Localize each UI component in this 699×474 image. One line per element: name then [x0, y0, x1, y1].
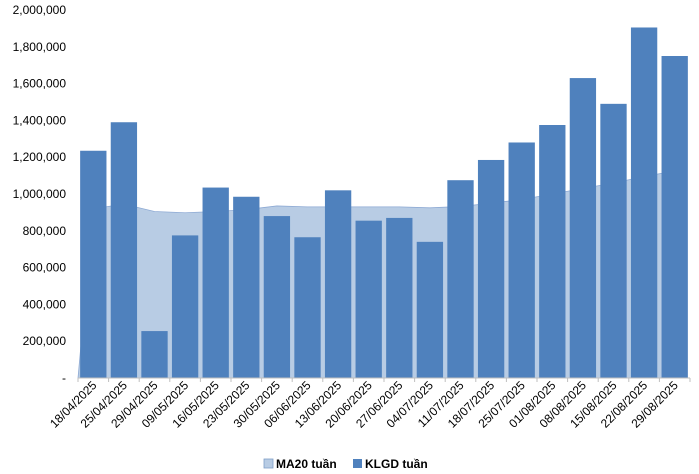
bar-25/07/2025	[508, 142, 535, 378]
y-tick-label: 1,800,000	[13, 40, 67, 54]
y-tick-label: 1,400,000	[13, 113, 67, 127]
bar-16/05/2025	[202, 187, 229, 378]
legend-swatch-klgd	[353, 459, 362, 468]
y-tick-label: 1,600,000	[13, 77, 67, 91]
y-tick-label: 2,000,000	[13, 3, 67, 17]
bar-29/04/2025	[141, 331, 168, 378]
bar-25/04/2025	[110, 122, 138, 379]
legend-label-klgd: KLGD tuần	[365, 457, 428, 471]
legend-label-ma20: MA20 tuần	[276, 457, 337, 471]
bar-08/08/2025	[569, 78, 597, 378]
y-tick-label: 600,000	[23, 261, 67, 275]
bar-29/08/2025	[661, 56, 688, 378]
bar-30/05/2025	[263, 216, 291, 378]
y-tick-label: -	[62, 371, 66, 385]
y-tick-label: 1,000,000	[13, 187, 67, 201]
bar-15/08/2025	[600, 103, 627, 378]
bar-18/04/2025	[80, 150, 107, 378]
bar-23/05/2025	[233, 196, 260, 378]
axis-layer	[77, 377, 691, 382]
y-tick-label: 400,000	[23, 297, 67, 311]
bar-18/07/2025	[477, 159, 505, 378]
bar-09/05/2025	[171, 235, 199, 378]
bar-11/07/2025	[447, 180, 474, 378]
x-tick-labels: 18/04/202525/04/202529/04/202509/05/2025…	[47, 378, 681, 431]
bar-20/06/2025	[355, 220, 382, 378]
bar-layer	[80, 27, 688, 379]
bar-01/08/2025	[539, 125, 566, 378]
legend-swatch-ma20	[263, 458, 274, 469]
y-tick-label: 800,000	[23, 224, 67, 238]
bar-06/06/2025	[294, 237, 321, 378]
y-tick-label: 1,200,000	[13, 150, 67, 164]
bar-27/06/2025	[386, 217, 413, 378]
legend: MA20 tuần KLGD tuần	[263, 457, 428, 471]
y-tick-labels: - 200,000 400,000 600,000 800,000 1,000,000 1,…	[13, 3, 67, 385]
bar-22/08/2025	[630, 27, 658, 378]
y-tick-label: 200,000	[23, 334, 67, 348]
bar-04/07/2025	[416, 241, 444, 378]
bar-13/06/2025	[324, 190, 352, 378]
